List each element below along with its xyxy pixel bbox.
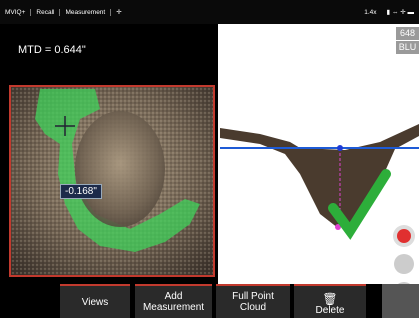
record-dot [397,229,411,243]
full-point-cloud-button[interactable]: Full Point Cloud [216,284,290,318]
delete-button[interactable]: 🗑 Delete [294,284,366,318]
point [337,145,343,151]
top-bar: MVIQ+ Recall Measurement ✛ 1.4x ▮ ⇔ ✛ ▬ [0,0,419,24]
annotation-label: -0.168" [60,184,102,199]
crosshair-icon[interactable]: ✛ [111,8,126,16]
status-icons: ▮ ⇔ ✛ ▬ [382,8,419,16]
surface-area [75,111,165,227]
views-button[interactable]: Views [60,284,130,318]
side-block[interactable] [382,284,419,318]
screen: MVIQ+ Recall Measurement ✛ 1.4x ▮ ⇔ ✛ ▬ … [0,0,419,318]
add-measurement-button[interactable]: Add Measurement [135,284,212,318]
menu-item[interactable]: MVIQ+ [0,9,31,16]
badge: 648 [396,27,419,40]
trash-icon: 🗑 [322,294,337,305]
zoom-level: 1.4x [359,9,381,16]
delete-label: Delete [316,305,345,316]
side-button[interactable] [394,254,414,274]
menu-item[interactable]: Recall [31,9,60,16]
badge: BLU [396,41,419,54]
menu-item[interactable]: Measurement [60,9,111,16]
views [0,24,419,284]
